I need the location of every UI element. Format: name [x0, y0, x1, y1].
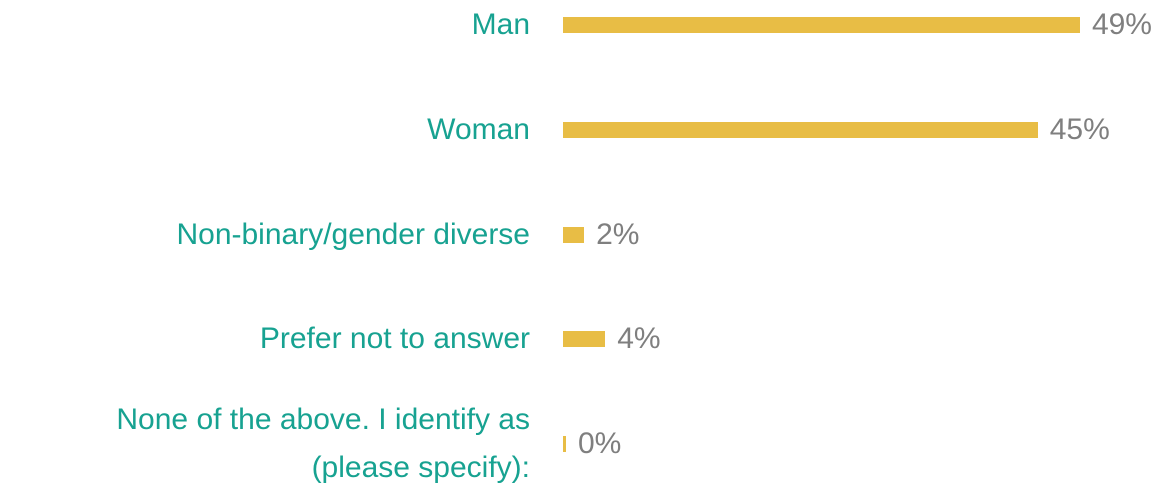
category-label: Non-binary/gender diverse — [176, 217, 530, 251]
value-label: 49% — [1091, 8, 1152, 41]
bar — [563, 121, 1038, 138]
value-label: 0% — [578, 427, 622, 461]
bar — [563, 331, 606, 348]
value-label: 4% — [617, 322, 661, 356]
category-label: Woman — [427, 112, 530, 146]
value-label: 45% — [1049, 112, 1110, 146]
category-label: None of the above. I identify as (please… — [116, 403, 530, 485]
category-label: Man — [471, 8, 530, 41]
bar — [563, 436, 566, 453]
category-label: Prefer not to answer — [259, 322, 530, 356]
value-label: 2% — [596, 217, 640, 251]
bar — [563, 226, 585, 243]
bar — [563, 17, 1080, 33]
